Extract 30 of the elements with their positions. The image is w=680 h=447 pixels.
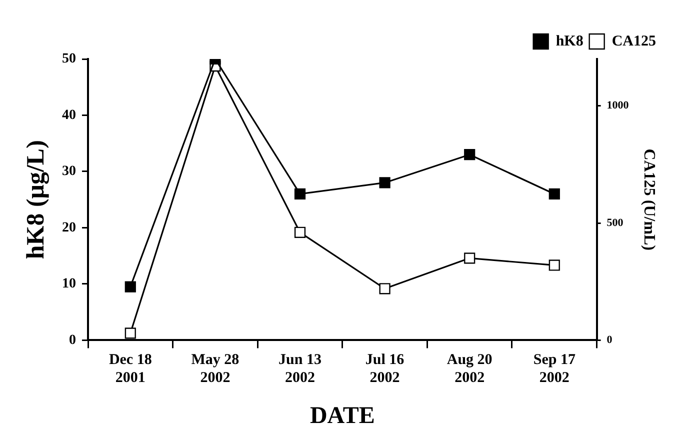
point: [548, 260, 560, 271]
point: [294, 226, 306, 238]
y-tick-label: 40: [62, 108, 76, 123]
x-tick-label: May 28 2002: [191, 352, 240, 386]
y-axis-title: hK8 (μg/L): [22, 140, 50, 260]
y-tick-label: 50: [62, 52, 76, 67]
x-tick-label: Aug 20 2002: [446, 352, 492, 386]
legend-label: hK8: [556, 33, 584, 50]
point: [464, 149, 476, 160]
y2-tick-label: 1000: [606, 100, 630, 112]
point: [379, 283, 390, 294]
point: [464, 252, 476, 264]
y-tick-label: 10: [62, 276, 76, 292]
x-tick-label: Jul 16 2002: [365, 352, 405, 386]
point: [548, 188, 560, 200]
point: [124, 281, 136, 292]
y2-tick-label: 500: [606, 216, 624, 229]
point: [124, 328, 136, 339]
x-tick-label: Jun 13 2002: [278, 352, 322, 386]
y-tick-label: 0: [69, 332, 76, 348]
point: [379, 177, 390, 188]
y-tick-label: 30: [62, 164, 76, 180]
y2-axis-title: CA125 (U/mL): [640, 148, 658, 250]
y2-tick-label: 0: [606, 334, 613, 346]
legend-label: CA125: [612, 33, 656, 50]
point: [294, 188, 306, 200]
y-tick-label: 20: [62, 220, 76, 236]
x-axis-title: DATE: [310, 402, 375, 429]
x-tick-label: Dec 18 2001: [108, 352, 152, 386]
x-tick-label: Sep 17 2002: [533, 352, 576, 386]
